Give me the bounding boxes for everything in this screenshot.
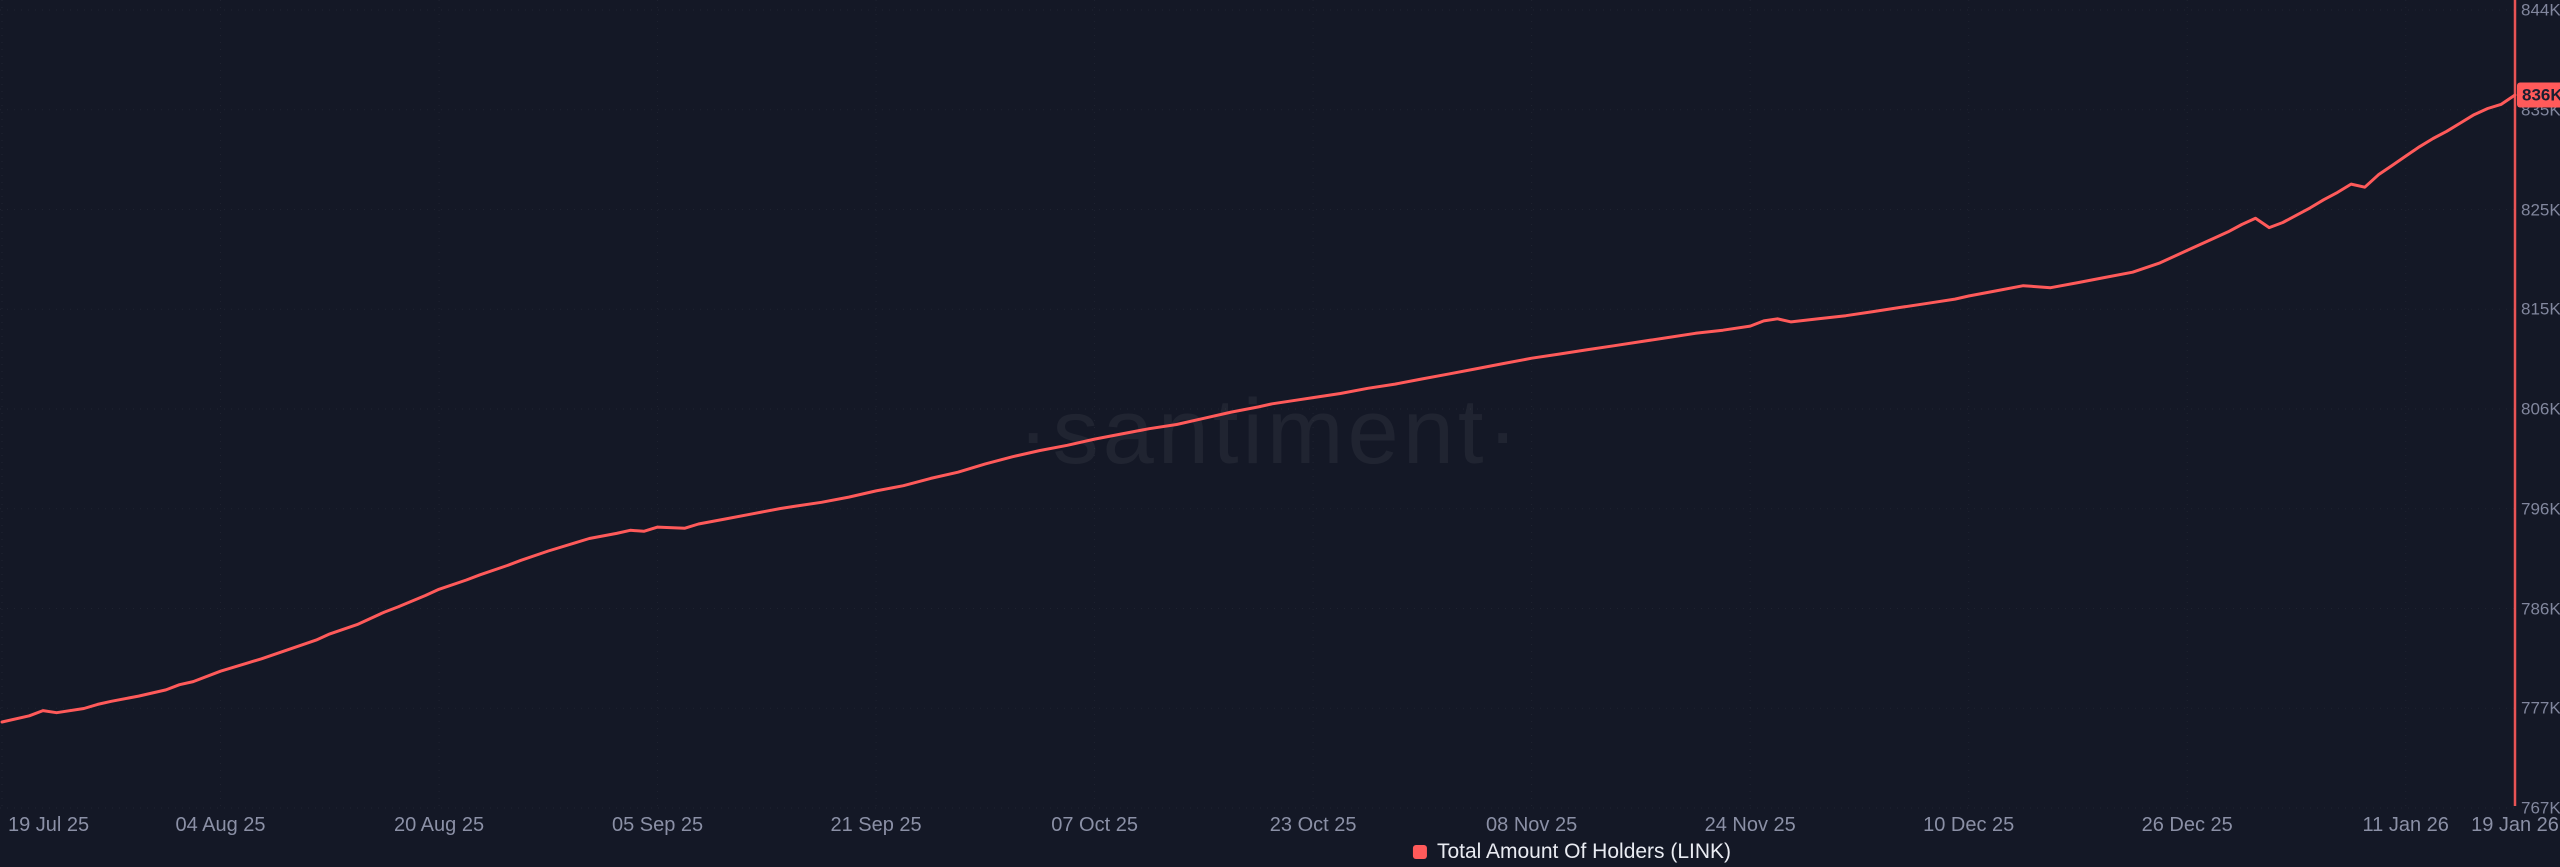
holders-line-series — [0, 93, 2517, 724]
x-axis: 19 Jul 25 04 Aug 25 20 Aug 25 05 Sep 25 21 S… — [0, 813, 2560, 837]
x-axis-tick-label: 26 Dec 25 — [2141, 814, 2233, 836]
grid-lines — [0, 0, 2516, 809]
y-axis-tick-label: 796K — [2521, 499, 2560, 519]
y-axis-tick-label: 825K — [2521, 200, 2560, 219]
x-axis-tick-label: 07 Oct 25 — [1051, 814, 1138, 836]
y-axis-tick-label: 806K — [2521, 399, 2560, 419]
y-axis-tick-label: 815K — [2521, 299, 2560, 319]
x-axis-tick-label: 24 Nov 25 — [1704, 814, 1796, 836]
x-axis-tick-label: 11 Jan 26 — [2362, 814, 2449, 836]
latest-value-badge: 836K — [2517, 82, 2560, 108]
x-axis-tick-label: 20 Aug 25 — [393, 814, 485, 836]
y-axis-tick-label: 786K — [2521, 599, 2560, 618]
legend-color-swatch — [1412, 844, 1427, 859]
legend-label: Total Amount Of Holders (LINK) — [1436, 840, 1732, 863]
y-axis-tick-label: 767K — [2521, 798, 2560, 818]
santiment-watermark: ·santiment· — [1017, 381, 1523, 483]
y-axis-tick-label: 777K — [2521, 698, 2560, 718]
x-axis-tick-label: 23 Oct 25 — [1269, 814, 1357, 836]
x-axis-tick-label: 21 Sep 25 — [830, 814, 922, 836]
x-axis-tick-label: 08 Nov 25 — [1486, 814, 1578, 836]
x-axis-tick-label: 19 Jul 25 — [8, 814, 90, 836]
x-axis-tick-label: 19 Jan 26 — [2471, 814, 2559, 836]
x-axis-tick-label: 05 Sep 25 — [611, 814, 704, 836]
legend-item-total-holders[interactable]: Total Amount Of Holders (LINK) — [1412, 840, 1732, 863]
x-axis-tick-label: 04 Aug 25 — [175, 814, 266, 836]
y-axis: 844K 835K 825K 815K 806K 796K 786K 777K 767K — [2521, 0, 2560, 867]
legend: Total Amount Of Holders (LINK) — [1412, 840, 1732, 863]
x-axis-tick-label: 10 Dec 25 — [1923, 814, 2015, 836]
y-axis-tick-label: 844K — [2521, 0, 2560, 20]
